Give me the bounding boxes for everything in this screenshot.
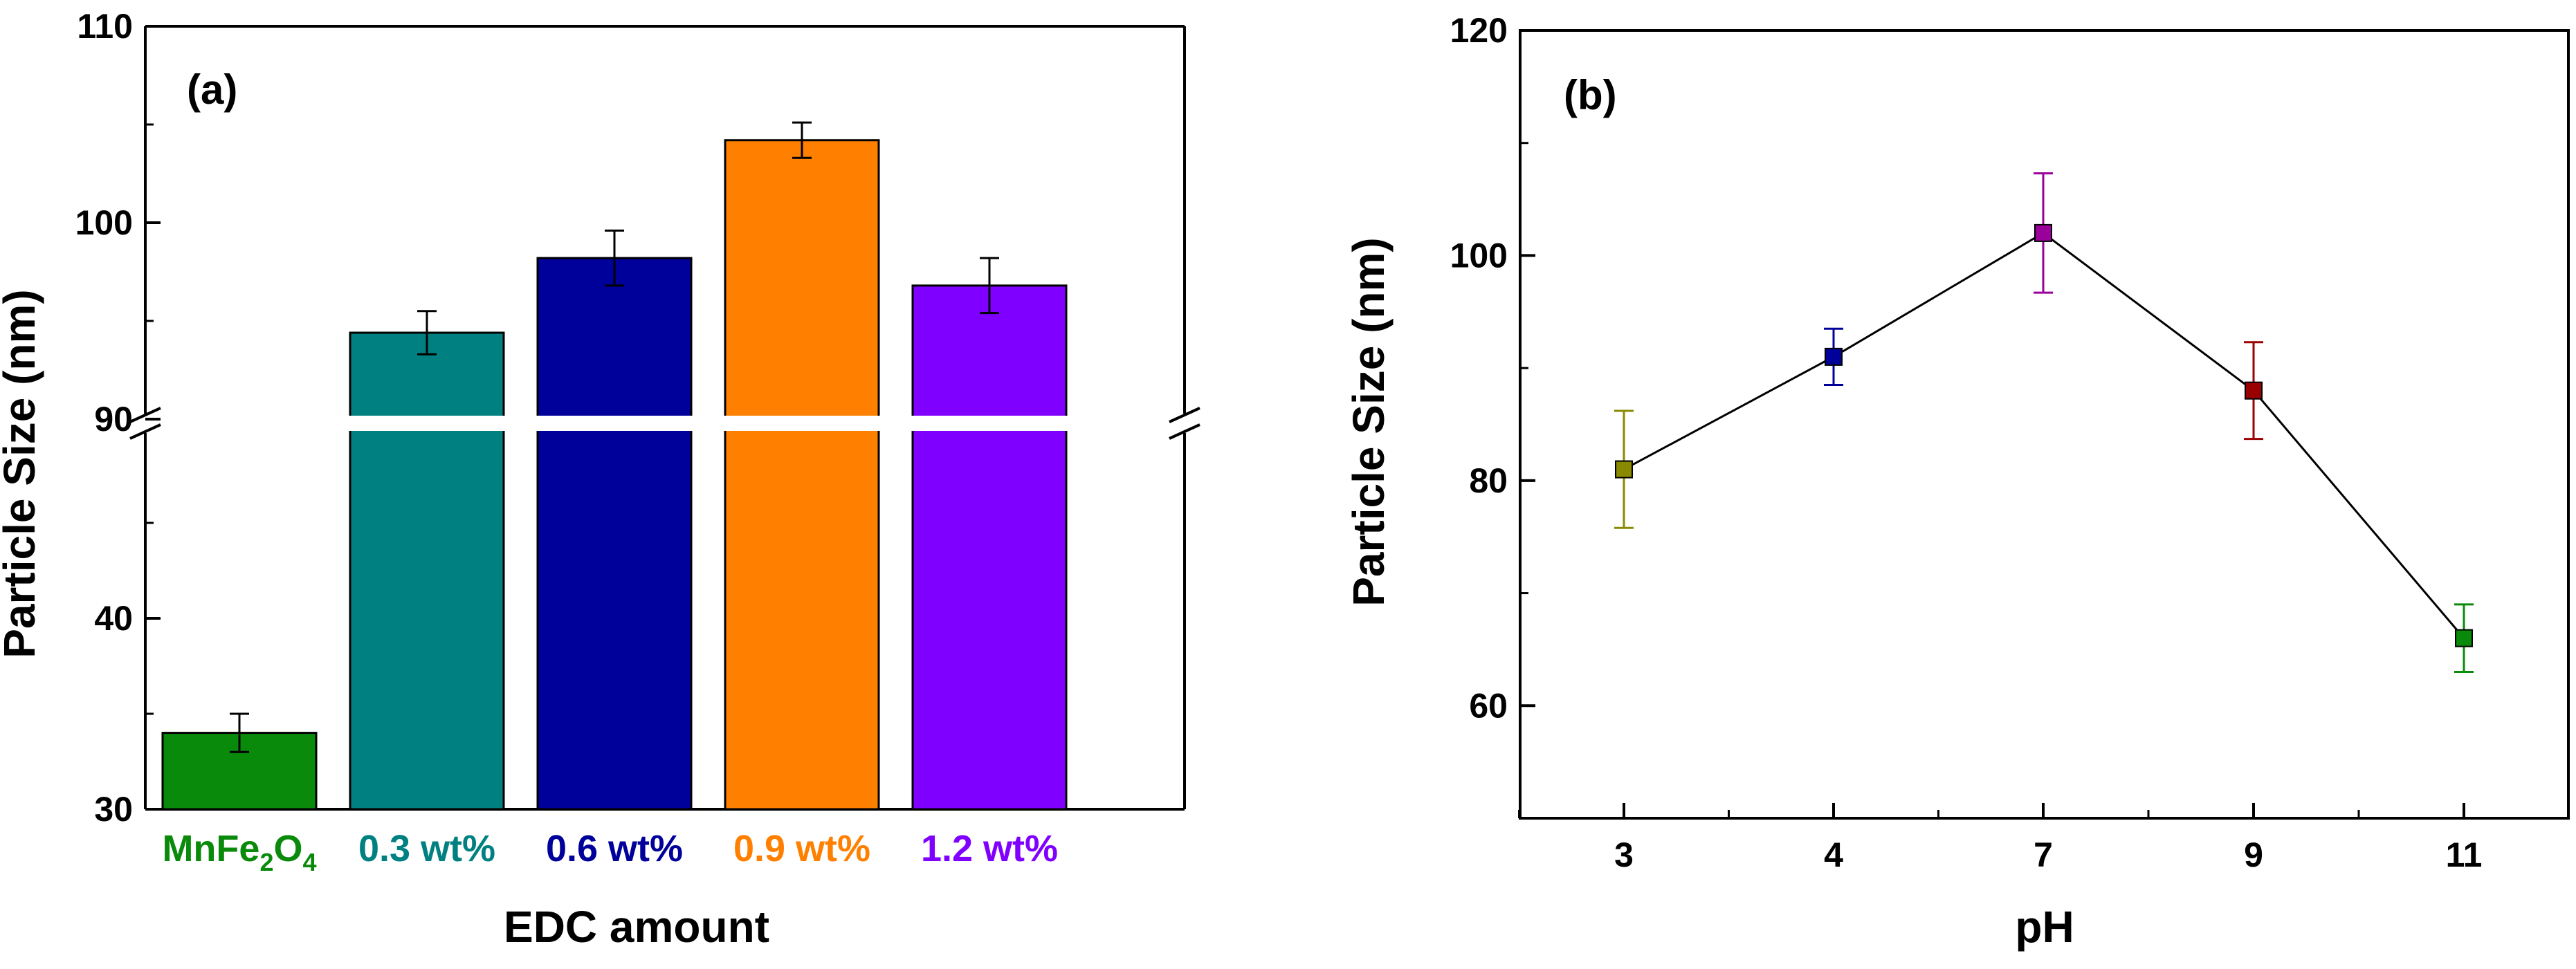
x-category-label: 0.9 wt% [733, 828, 870, 869]
x-category-label: 1.2 wt% [921, 828, 1058, 869]
bar-3 [724, 139, 880, 811]
panel-a-y-tick-label: 90 [94, 400, 133, 439]
x-category-label: 0.3 wt% [358, 828, 495, 869]
panel-b-x-tick-label: 4 [1824, 836, 1843, 874]
panel-b-y-tick-label: 80 [1469, 461, 1508, 500]
panel-b-label: (b) [1564, 72, 1617, 118]
panel-a-label: (a) [187, 66, 237, 113]
bar-1 [349, 331, 505, 811]
panel-b-x-tick-label: 11 [2446, 836, 2483, 874]
panel-a-axis-break-mark [129, 423, 161, 440]
bar-break-gap [910, 416, 1069, 431]
panel-b-y-axis-title: Particle Size (nm) [1344, 237, 1394, 607]
panel-b-x-tick-label: 7 [2034, 836, 2053, 874]
panel-b-x-tick-label: 9 [2244, 836, 2263, 874]
panel-b-plot-frame [1519, 29, 2570, 820]
data-point [2034, 223, 2052, 242]
panel-a-axis-break-mark [129, 407, 161, 423]
series-line [1623, 232, 2465, 639]
panel-b-line-chart: (b) pH Particle Size (nm) 60 80 100 120 3 4 7 9… [1344, 11, 2570, 952]
x-category-label: MnFe2O4 [162, 828, 316, 876]
panel-a-axis-break-mark [1169, 423, 1200, 440]
panel-a-x-axis-title: EDC amount [504, 902, 769, 952]
panel-b-y-tick-label: 60 [1469, 686, 1508, 725]
bar-break-gap [722, 416, 881, 431]
data-point [1615, 460, 1633, 479]
panel-a-axis-break-mark [1169, 407, 1200, 423]
data-point [1825, 347, 1843, 366]
panel-a-y-tick-label: 30 [94, 790, 133, 829]
panel-a-y-tick-label: 40 [94, 599, 133, 638]
panel-a-y-tick-label: 100 [75, 203, 133, 242]
panel-a-bar-chart: (a) EDC amount Particle Size (nm) 30 40 90… [0, 7, 1200, 952]
bar-break-gap [347, 416, 506, 431]
panel-b-y-tick-label: 120 [1450, 11, 1508, 50]
panel-b-y-tick-label: 100 [1450, 236, 1508, 275]
panel-b-x-tick-label: 3 [1614, 836, 1634, 874]
panel-b-x-axis-title: pH [2015, 902, 2074, 952]
x-category-label: 0.6 wt% [546, 828, 683, 869]
bar-2 [536, 257, 693, 811]
data-point [2245, 381, 2263, 400]
panel-a-y-axis-title: Particle Size (nm) [0, 289, 44, 658]
bar-break-gap [535, 416, 694, 431]
panel-a-y-tick-label: 110 [77, 7, 133, 46]
bar-4 [911, 284, 1068, 811]
data-point [2455, 629, 2473, 647]
